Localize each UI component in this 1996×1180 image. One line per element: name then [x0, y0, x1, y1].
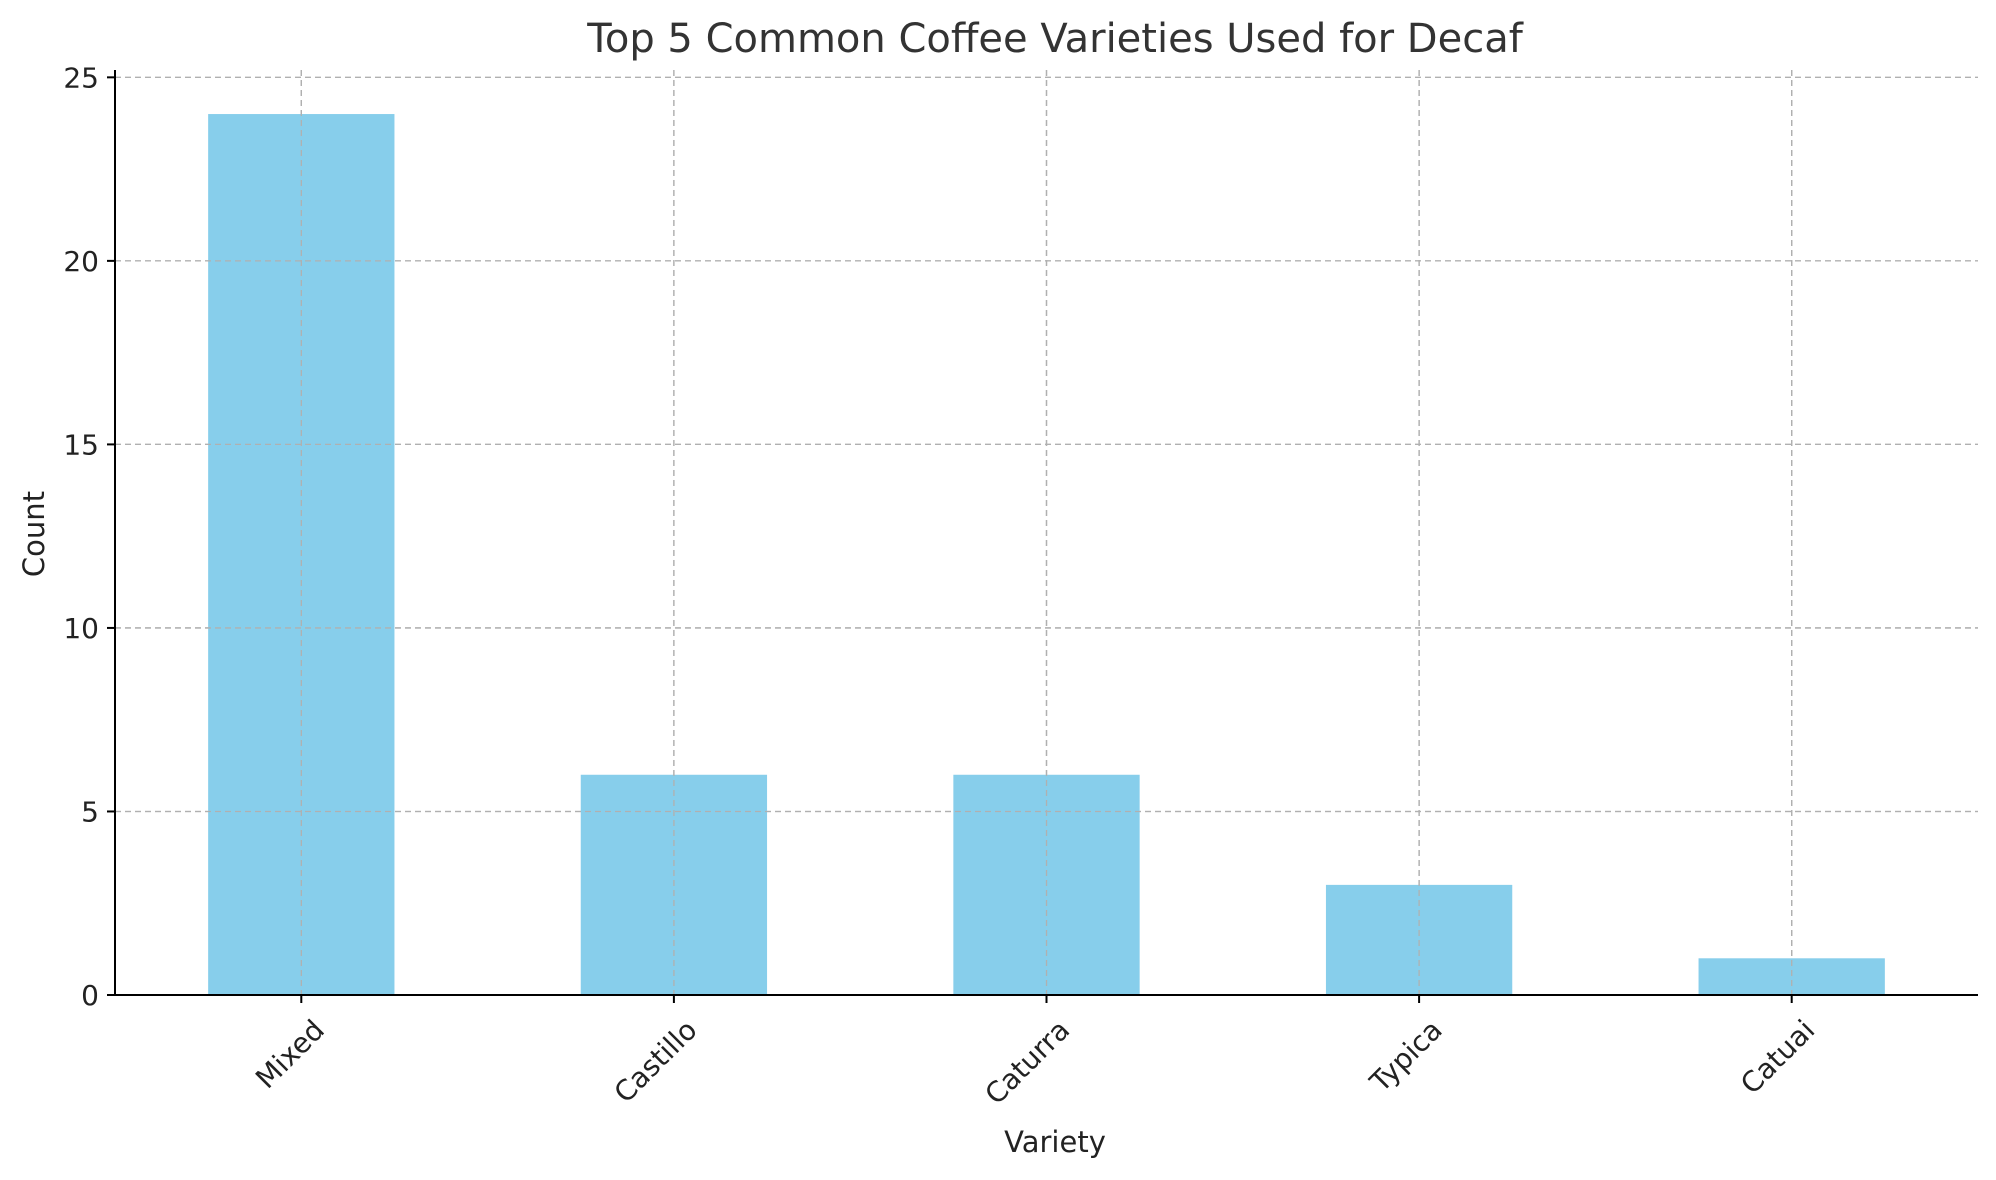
axes — [107, 70, 1978, 1003]
y-tick-label: 15 — [63, 428, 99, 461]
x-axis-label: Variety — [1004, 1125, 1106, 1159]
chart-title: Top 5 Common Coffee Varieties Used for D… — [586, 16, 1524, 62]
y-tick-label: 5 — [81, 795, 99, 828]
y-tick-label: 25 — [63, 61, 99, 94]
y-axis-label: Count — [17, 491, 51, 577]
y-tick-label: 20 — [63, 245, 99, 278]
y-tick-labels: 0 5 10 15 20 25 — [63, 61, 99, 1012]
bars — [115, 70, 1978, 996]
y-tick-label: 10 — [63, 612, 99, 645]
y-tick-label: 0 — [81, 979, 99, 1012]
